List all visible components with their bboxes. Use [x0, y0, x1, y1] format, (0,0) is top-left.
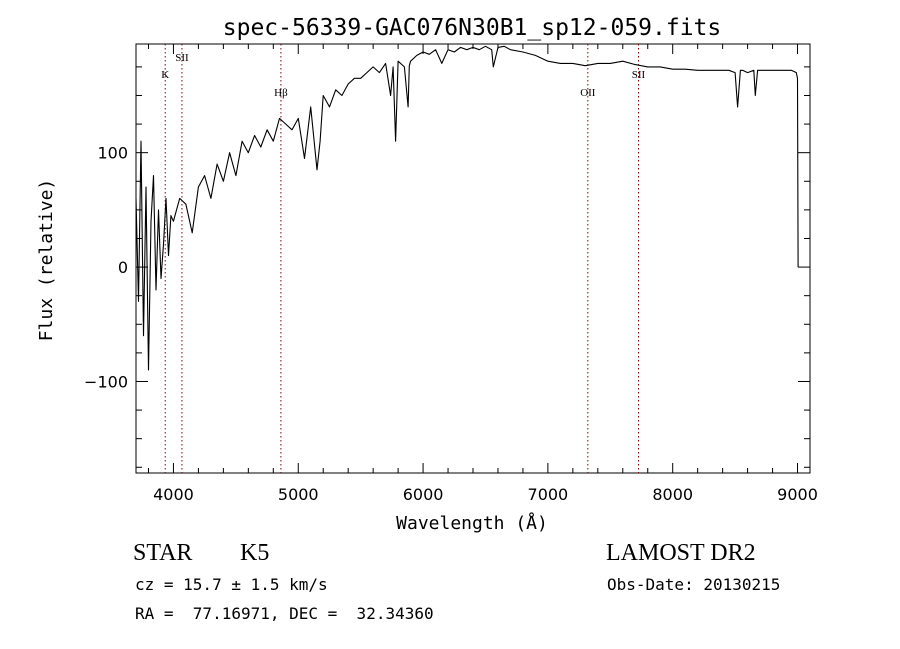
marker-label: SII [175, 52, 189, 64]
spectral-line-markers: K SII Hβ OII SII [161, 44, 646, 473]
y-axis-label: Flux (relative) [36, 179, 57, 342]
axis-ticks: 4000 5000 6000 7000 8000 9000 −100 0 100 [84, 44, 818, 504]
y-tick-label: −100 [84, 372, 128, 391]
x-tick-label: 8000 [652, 485, 693, 504]
x-tick-label: 5000 [278, 485, 319, 504]
observation-date: Obs-Date: 20130215 [607, 575, 781, 594]
coordinates: RA = 77.16971, DEC = 32.34360 [135, 604, 434, 623]
spectrum-line [135, 45, 799, 371]
marker-label: K [161, 69, 169, 81]
y-tick-label: 0 [118, 258, 128, 277]
marker-label: SII [632, 69, 646, 81]
object-class: STAR [133, 540, 193, 566]
x-tick-label: 7000 [528, 485, 569, 504]
x-tick-label: 4000 [153, 485, 194, 504]
survey-name: LAMOST DR2 [606, 540, 756, 566]
spectral-subclass: K5 [240, 540, 270, 566]
marker-label: OII [580, 87, 596, 99]
x-tick-label: 6000 [403, 485, 444, 504]
chart-title: spec-56339-GAC076N30B1_sp12-059.fits [223, 15, 722, 41]
plot-frame [135, 43, 811, 474]
marker-label: Hβ [274, 87, 288, 99]
x-axis-label: Wavelength (Å) [396, 512, 548, 534]
redshift-value: cz = 15.7 ± 1.5 km/s [135, 575, 328, 594]
y-tick-label: 100 [97, 144, 128, 163]
x-tick-label: 9000 [777, 485, 818, 504]
